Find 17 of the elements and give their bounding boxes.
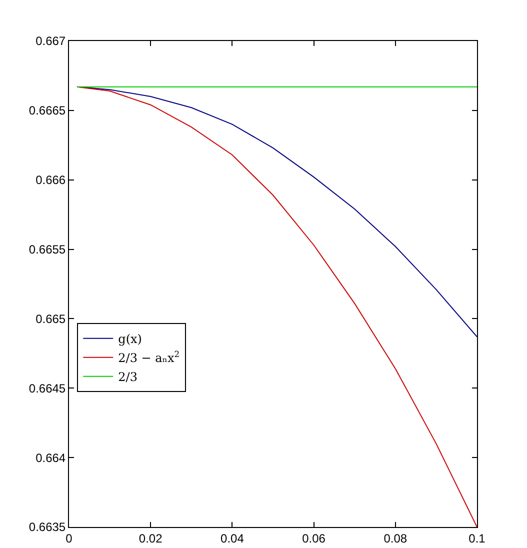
y-tick-label: 0.6665	[28, 104, 66, 118]
x-tick-label: 0.1	[468, 531, 486, 546]
legend-label: g(x)	[118, 332, 142, 346]
legend-label: 2/3	[118, 370, 138, 384]
legend-label: 2/3 − aₙx$^{2}$	[118, 349, 180, 366]
y-tick-label: 0.6645	[28, 381, 66, 396]
y-tick-label: 0.665	[36, 312, 66, 326]
y-tick-label: 0.6635	[28, 520, 66, 534]
x-tick-label: 0.08	[384, 531, 408, 546]
y-tick-label: 0.6655	[28, 242, 66, 256]
x-tick-label: 0.02	[138, 531, 163, 546]
x-tick-label: 0.04	[220, 531, 244, 546]
y-tick-label: 0.664	[36, 450, 66, 465]
x-tick-label: 0	[66, 531, 73, 546]
x-tick-label: 0.06	[302, 531, 326, 546]
y-tick-label: 0.667	[36, 34, 66, 48]
y-tick-label: 0.666	[36, 173, 66, 188]
